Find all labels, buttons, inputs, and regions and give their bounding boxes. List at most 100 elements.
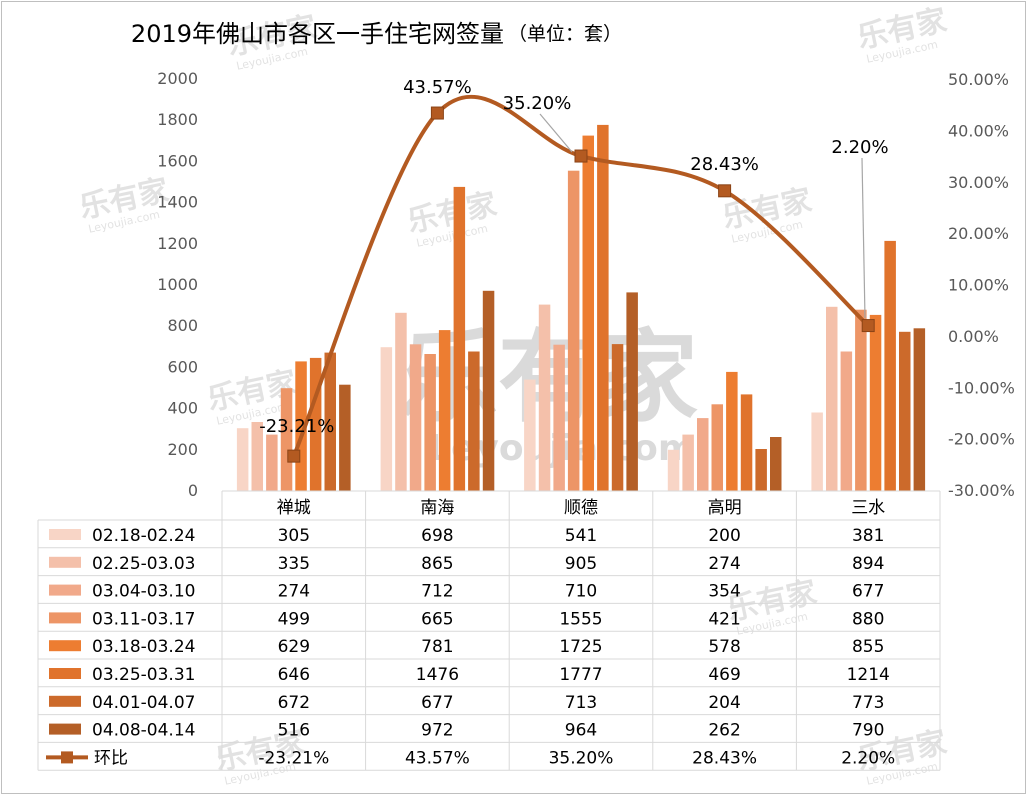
x-category-label: 南海: [420, 498, 454, 518]
bar: [524, 379, 536, 491]
table-cell-value: -23.21%: [258, 748, 329, 768]
table-cell-value: 274: [708, 554, 740, 574]
bar: [409, 344, 422, 491]
table-cell-value: 28.43%: [692, 748, 757, 768]
y-left-tick-label: 600: [167, 357, 198, 376]
table-cell-value: 646: [278, 665, 310, 685]
bar: [611, 344, 624, 491]
bar: [869, 314, 882, 491]
table-cell-value: 578: [708, 637, 740, 657]
y-right-tick-label: 40.00%: [948, 121, 1009, 140]
y-left-tick-label: 1400: [157, 193, 198, 212]
bar: [697, 418, 709, 491]
table-cell-value: 629: [278, 637, 310, 657]
table-cell-value: 894: [852, 554, 884, 574]
table-cell-value: 972: [421, 721, 453, 741]
legend-swatch: [49, 529, 81, 540]
y-right-tick-label: -30.00%: [948, 481, 1015, 500]
bar: [667, 449, 680, 491]
bar: [266, 434, 278, 491]
legend-swatch: [49, 695, 81, 707]
bar: [567, 170, 580, 491]
chart-unit-label: （单位：套）: [508, 23, 622, 45]
table-cell-value: 262: [708, 721, 740, 741]
table-cell-value: 677: [852, 582, 884, 602]
y-left-tick-label: 1600: [157, 151, 198, 170]
bar: [468, 351, 480, 491]
y-right-tick-label: 0.00%: [948, 327, 999, 346]
table-cell-value: 2.20%: [841, 748, 895, 768]
table-cell-value: 665: [421, 609, 453, 629]
bar: [280, 388, 293, 491]
y-left-tick-label: 1200: [157, 234, 198, 253]
bar: [482, 290, 495, 491]
legend-series-name: 03.04-03.10: [92, 582, 195, 602]
legend-series-name: 02.25-03.03: [92, 554, 195, 574]
table-cell-value: 200: [708, 526, 740, 546]
table-cell-value: 499: [278, 609, 310, 629]
table-cell-value: 1725: [559, 637, 602, 657]
table-cell-value: 274: [278, 582, 310, 602]
x-category-label: 禅城: [277, 498, 311, 518]
data-label-leader-line: [861, 157, 866, 319]
y-left-tick-label: 0: [188, 481, 198, 500]
bar: [899, 331, 911, 491]
bar: [380, 347, 393, 491]
table-cell-value: 469: [708, 665, 740, 685]
line-data-label: 43.57%: [403, 77, 472, 98]
table-cell-value: 865: [421, 554, 453, 574]
legend-swatch: [49, 640, 81, 652]
legend-line-marker: [61, 751, 73, 764]
bar: [740, 394, 753, 491]
table-cell-value: 516: [278, 721, 310, 741]
data-label-leader-line: [539, 113, 573, 153]
y-right-tick-label: 50.00%: [948, 70, 1009, 89]
table-cell-value: 204: [708, 693, 740, 713]
table-cell-value: 1555: [559, 609, 602, 629]
bar: [236, 428, 249, 491]
table-cell-value: 1777: [559, 665, 602, 685]
table-cell-value: 335: [278, 554, 310, 574]
bar: [395, 312, 407, 491]
bar: [770, 437, 782, 491]
table-cell-value: 712: [421, 582, 453, 602]
table-cell-value: 35.20%: [549, 748, 614, 768]
table-cell-value: 713: [565, 693, 597, 713]
y-left-tick-label: 200: [167, 440, 198, 459]
x-category-label: 三水: [851, 498, 885, 518]
table-cell-value: 421: [708, 609, 740, 629]
table-cell-value: 905: [565, 554, 597, 574]
table-cell-value: 305: [278, 526, 310, 546]
table-cell-value: 773: [852, 693, 884, 713]
legend-series-name: 03.18-03.24: [92, 637, 195, 657]
y-left-tick-label: 2000: [157, 69, 198, 88]
bar: [711, 404, 723, 491]
bar: [884, 240, 896, 491]
table-cell-value: 541: [565, 526, 597, 546]
line-point-marker: [574, 149, 588, 163]
table-cell-value: 698: [421, 526, 453, 546]
legend-series-name: 03.11-03.17: [92, 609, 195, 629]
bar: [726, 371, 738, 491]
bar: [840, 351, 853, 491]
table-cell-value: 790: [852, 721, 884, 741]
legend-swatch: [49, 612, 81, 624]
x-category-label: 顺德: [564, 498, 598, 518]
y-right-tick-label: 20.00%: [948, 224, 1009, 243]
bar: [295, 361, 307, 491]
table-cell-value: 354: [708, 582, 740, 602]
table-cell-value: 1476: [416, 665, 459, 685]
line-point-marker: [430, 106, 444, 120]
x-category-label: 高明: [708, 498, 742, 518]
line-series-huanbi: [291, 95, 871, 459]
table-cell-value: 855: [852, 637, 884, 657]
legend-swatch: [49, 668, 81, 679]
line-data-label: 35.20%: [503, 93, 572, 114]
legend-swatch: [49, 723, 81, 735]
legend-swatch: [49, 556, 81, 568]
table-cell-value: 381: [852, 526, 884, 546]
